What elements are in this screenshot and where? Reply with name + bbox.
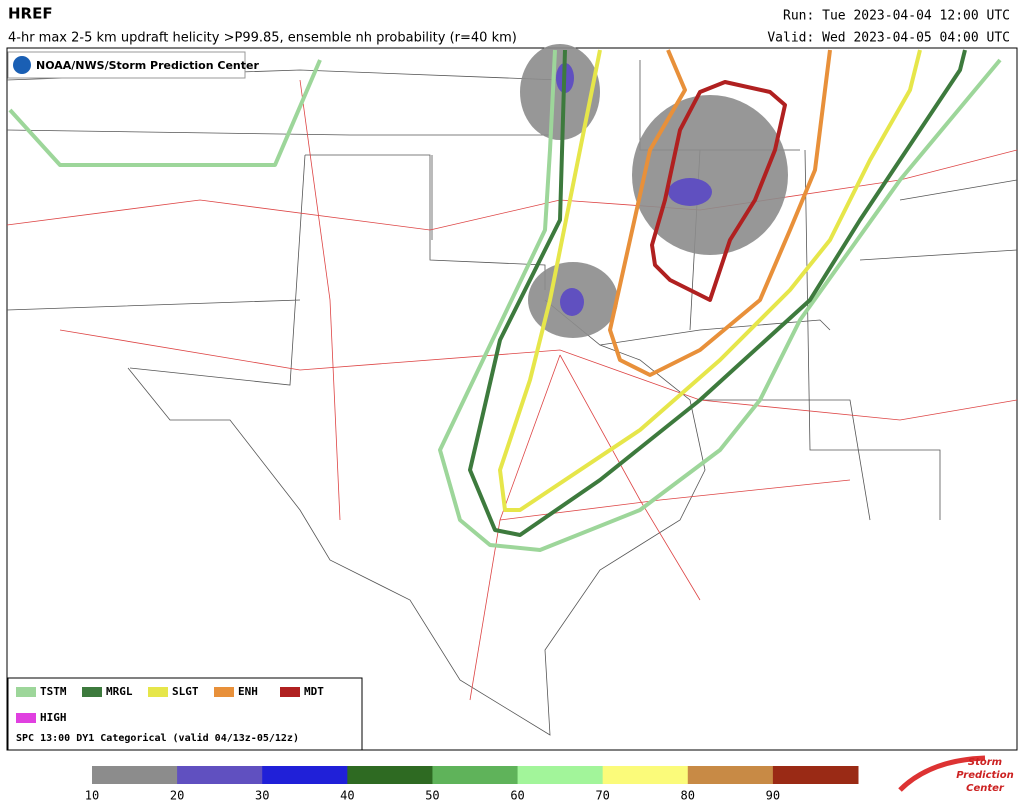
- legend-box: [7, 677, 363, 751]
- title: HREF: [8, 5, 53, 23]
- legend-note: SPC 13:00 DY1 Categorical (valid 04/13z-…: [16, 732, 299, 744]
- legend-label: MDT: [304, 685, 324, 698]
- legend-swatch: [16, 687, 36, 697]
- legend-swatch: [82, 687, 102, 697]
- legend-label: ENH: [238, 685, 258, 698]
- legend-swatch: [148, 687, 168, 697]
- colorbar-segment: [517, 766, 604, 784]
- legend-label: TSTM: [40, 685, 67, 698]
- run-time: Run: Tue 2023-04-04 12:00 UTC: [783, 9, 1010, 24]
- colorbar-segment: [687, 766, 774, 784]
- colorbar: 10 20 30 40 50 60 70 80 90: [85, 766, 859, 803]
- colorbar-label: 80: [681, 789, 695, 803]
- colorbar-segment: [602, 766, 689, 784]
- colorbar-label: 50: [425, 789, 439, 803]
- outlook-contours: [8, 49, 1002, 552]
- spc-logo: Storm Prediction Center: [898, 755, 1014, 794]
- credit-box: [7, 51, 246, 79]
- colorbar-label: 90: [766, 789, 780, 803]
- logo-text: Center: [966, 783, 1005, 794]
- legend-label: MRGL: [106, 685, 133, 698]
- colorbar-segment: [772, 766, 859, 784]
- colorbar-label: 70: [595, 789, 609, 803]
- colorbar-segment: [262, 766, 348, 784]
- colorbar-segment: [347, 766, 433, 784]
- logo-text: Storm: [968, 757, 1002, 768]
- colorbar-segment: [432, 766, 519, 784]
- colorbar-label: 40: [340, 789, 354, 803]
- colorbar-label: 20: [170, 789, 184, 803]
- noaa-logo: [13, 56, 31, 74]
- map-frame: [6, 47, 1018, 751]
- logo-text: Prediction: [956, 770, 1013, 781]
- legend-swatch: [16, 713, 36, 723]
- colorbar-label: 60: [510, 789, 524, 803]
- colorbar-label: 10: [85, 789, 99, 803]
- valid-time: Valid: Wed 2023-04-05 04:00 UTC: [767, 31, 1010, 46]
- colorbar-segment: [92, 766, 178, 784]
- subtitle: 4-hr max 2-5 km updraft helicity >P99.85…: [8, 31, 517, 46]
- legend-swatch: [280, 687, 300, 697]
- colorbar-segment: [177, 766, 263, 784]
- legend-label: SLGT: [172, 685, 199, 698]
- credit: NOAA/NWS/Storm Prediction Center: [36, 59, 259, 72]
- legend-swatch: [214, 687, 234, 697]
- probability-shading: [520, 44, 788, 338]
- legend-label: HIGH: [40, 711, 67, 724]
- colorbar-label: 30: [255, 789, 269, 803]
- legend: TSTM MRGL SLGT ENH MDT HIGH: [16, 685, 324, 724]
